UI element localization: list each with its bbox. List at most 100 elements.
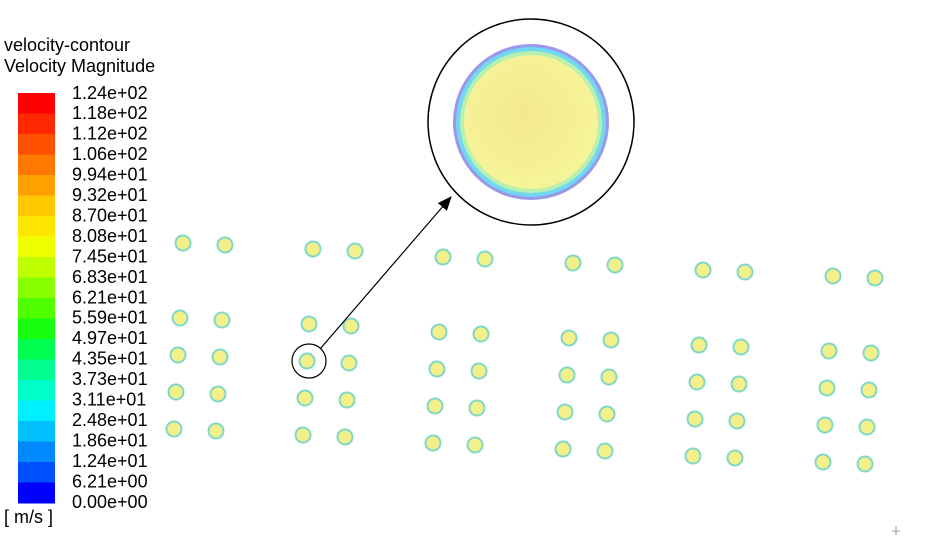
zoom-inset bbox=[427, 18, 635, 226]
particle bbox=[424, 434, 442, 452]
colorbar-label: 4.35e+01 bbox=[72, 349, 148, 369]
particle bbox=[472, 325, 490, 343]
colorbar-label: 3.73e+01 bbox=[72, 369, 148, 389]
colorbar-label: 9.32e+01 bbox=[72, 185, 148, 205]
particle bbox=[342, 317, 360, 335]
colorbar-label: 9.94e+01 bbox=[72, 165, 148, 185]
colorbar-segment bbox=[18, 216, 55, 237]
particle bbox=[213, 311, 231, 329]
colorbar-segment bbox=[18, 359, 55, 381]
colorbar-segment bbox=[18, 380, 55, 401]
colorbar-segment bbox=[18, 277, 55, 299]
particle bbox=[556, 403, 574, 421]
particle bbox=[211, 348, 229, 366]
particle bbox=[728, 412, 746, 430]
colorbar-segment bbox=[18, 93, 55, 114]
colorbar-label: 1.24e+01 bbox=[72, 451, 148, 471]
particle bbox=[862, 344, 880, 362]
particle bbox=[688, 373, 706, 391]
particle bbox=[171, 309, 189, 327]
particle bbox=[690, 336, 708, 354]
particle bbox=[338, 391, 356, 409]
colorbar-label: 8.08e+01 bbox=[72, 226, 148, 246]
particles bbox=[165, 234, 884, 473]
colorbar-label: 4.97e+01 bbox=[72, 328, 148, 348]
particle bbox=[860, 381, 878, 399]
particle bbox=[207, 422, 225, 440]
colorbar-segment bbox=[18, 400, 55, 422]
colorbar-segment bbox=[18, 257, 55, 278]
colorbar-segment bbox=[18, 113, 55, 135]
particle bbox=[602, 331, 620, 349]
particle bbox=[564, 254, 582, 272]
particle bbox=[684, 447, 702, 465]
colorbar-label: 2.48e+01 bbox=[72, 410, 148, 430]
zoom-arrow bbox=[319, 196, 452, 350]
particle bbox=[470, 362, 488, 380]
particle bbox=[824, 267, 842, 285]
particle bbox=[856, 455, 874, 473]
colorbar-label: 0.00e+00 bbox=[72, 492, 148, 512]
legend-subtitle: Velocity Magnitude bbox=[4, 56, 155, 76]
colorbar-segment bbox=[18, 482, 55, 504]
legend-title: velocity-contour bbox=[4, 35, 130, 55]
particle bbox=[167, 383, 185, 401]
particle bbox=[820, 342, 838, 360]
colorbar-label: 6.21e+01 bbox=[72, 287, 148, 307]
particle bbox=[598, 405, 616, 423]
particle bbox=[476, 250, 494, 268]
colorbar-label: 7.45e+01 bbox=[72, 246, 148, 266]
colorbar-label: 1.18e+02 bbox=[72, 103, 148, 123]
particle bbox=[209, 385, 227, 403]
particle bbox=[732, 338, 750, 356]
legend-unit: [ m/s ] bbox=[4, 507, 53, 527]
particle bbox=[726, 449, 744, 467]
particle bbox=[300, 315, 318, 333]
colorbar-segment bbox=[18, 175, 55, 196]
particle bbox=[216, 236, 234, 254]
axis-triad bbox=[892, 526, 900, 535]
particle bbox=[858, 418, 876, 436]
colorbar-label: 6.21e+00 bbox=[72, 471, 148, 491]
particle bbox=[169, 346, 187, 364]
colorbar-label: 1.24e+02 bbox=[72, 83, 148, 103]
colorbar-segment bbox=[18, 318, 55, 340]
particle bbox=[174, 234, 192, 252]
particle bbox=[434, 248, 452, 266]
colorbar-segment bbox=[18, 154, 55, 176]
particle bbox=[554, 440, 572, 458]
particle bbox=[346, 242, 364, 260]
colorbar-segment bbox=[18, 236, 55, 258]
particle bbox=[430, 323, 448, 341]
particle bbox=[428, 360, 446, 378]
particle bbox=[336, 428, 354, 446]
colorbar-label: 1.06e+02 bbox=[72, 144, 148, 164]
colorbar-labels: 1.24e+021.18e+021.12e+021.06e+029.94e+01… bbox=[72, 83, 148, 512]
particle bbox=[816, 416, 834, 434]
particle bbox=[736, 263, 754, 281]
highlight-ring bbox=[291, 343, 327, 379]
particle bbox=[294, 426, 312, 444]
particle bbox=[596, 442, 614, 460]
colorbar-segment bbox=[18, 134, 55, 155]
particle bbox=[468, 399, 486, 417]
particle bbox=[560, 329, 578, 347]
particle bbox=[866, 269, 884, 287]
particle bbox=[694, 261, 712, 279]
colorbar-segment bbox=[18, 421, 55, 442]
colorbar-segment bbox=[18, 339, 55, 360]
particle bbox=[340, 354, 358, 372]
particle bbox=[686, 410, 704, 428]
particle bbox=[606, 256, 624, 274]
particle bbox=[296, 389, 314, 407]
particle bbox=[466, 436, 484, 454]
colorbar-label: 5.59e+01 bbox=[72, 308, 148, 328]
particle bbox=[814, 453, 832, 471]
particle bbox=[298, 352, 316, 370]
colorbar-label: 8.70e+01 bbox=[72, 205, 148, 225]
particle bbox=[304, 240, 322, 258]
colorbar-label: 1.12e+02 bbox=[72, 124, 148, 144]
particle bbox=[818, 379, 836, 397]
colorbar bbox=[18, 93, 55, 504]
